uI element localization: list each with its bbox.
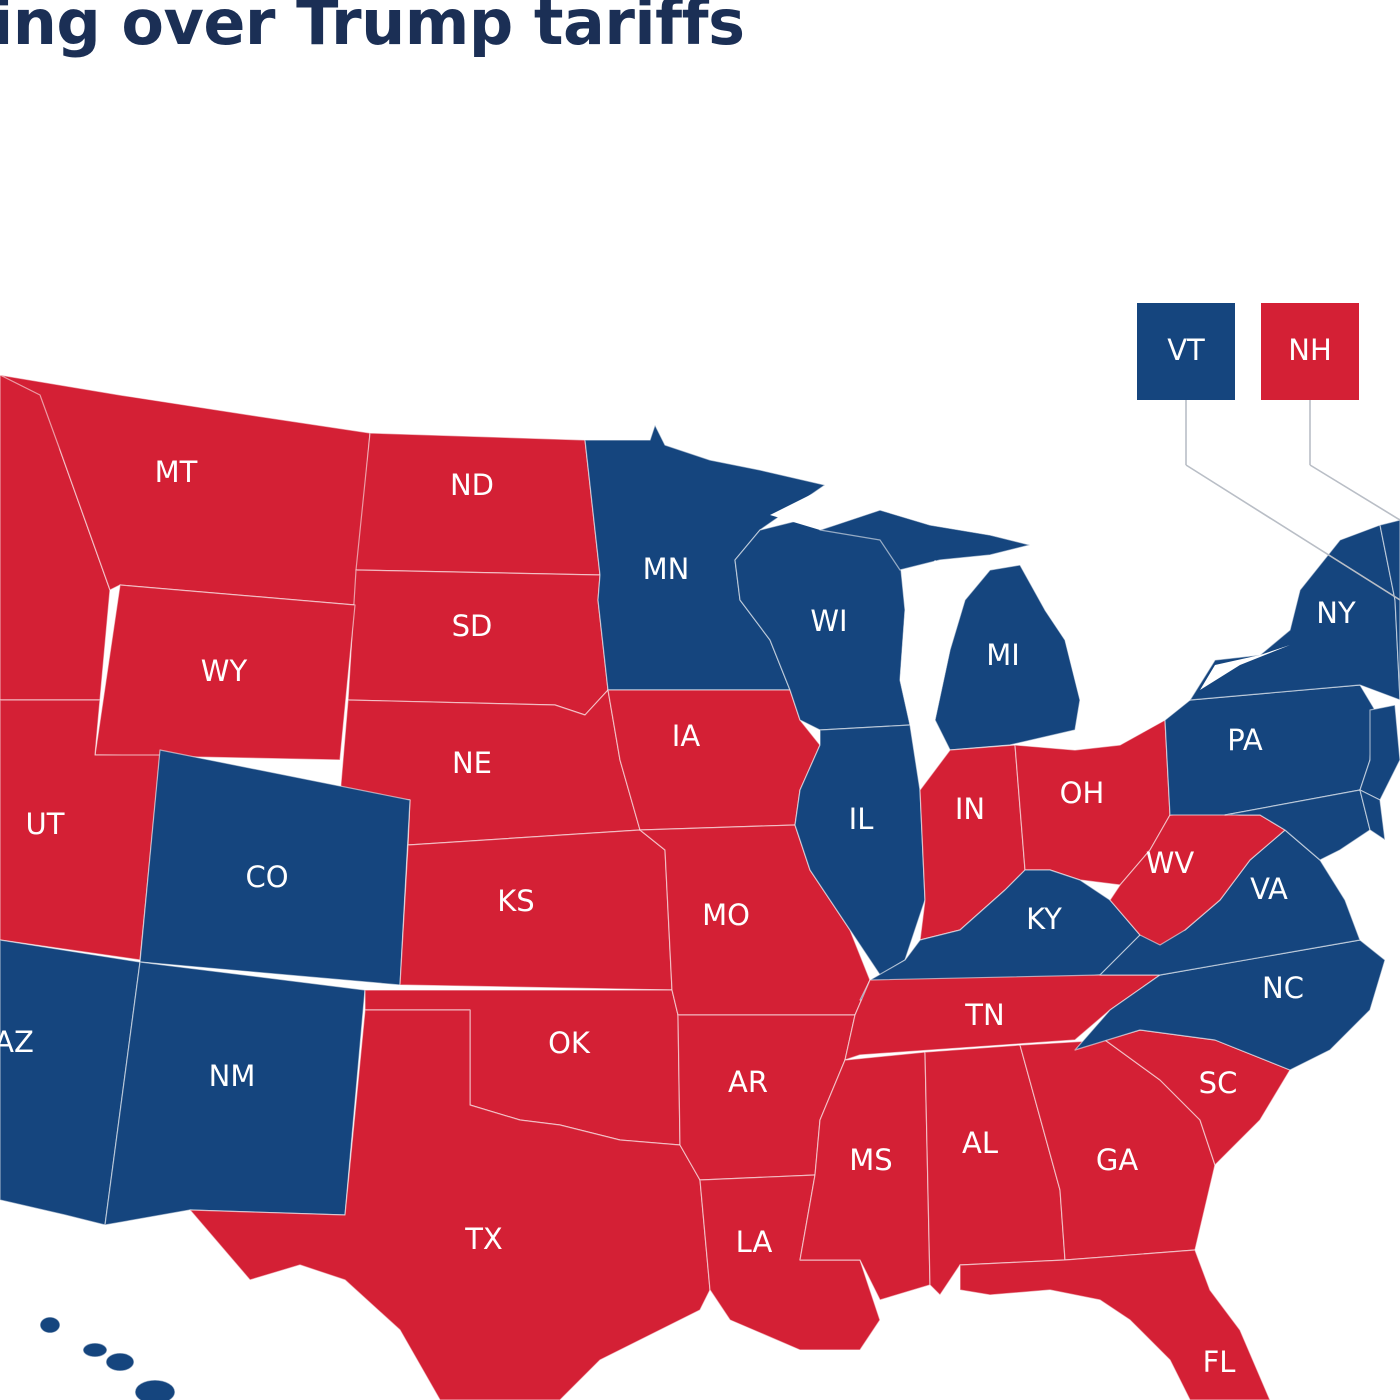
callout-label-vt: VT	[1167, 333, 1205, 367]
state-NY[interactable]	[1189, 524, 1400, 701]
label-WY: WY	[201, 654, 248, 688]
lake-erie	[1080, 700, 1190, 745]
state-ND[interactable]	[355, 432, 601, 576]
state-DE[interactable]	[1359, 789, 1386, 841]
label-ND: ND	[450, 468, 494, 502]
label-NE: NE	[452, 746, 492, 780]
label-OH: OH	[1060, 776, 1105, 810]
label-SD: SD	[452, 609, 493, 643]
label-GA: GA	[1096, 1143, 1138, 1177]
state-FL[interactable]	[959, 1249, 1271, 1400]
state-KS[interactable]	[399, 829, 673, 991]
state-IL[interactable]	[794, 724, 926, 976]
callout-label-nh: NH	[1288, 333, 1332, 367]
label-IN: IN	[955, 792, 985, 826]
label-FL: FL	[1203, 1345, 1236, 1379]
label-MO: MO	[702, 898, 750, 932]
callout-line-nh-2	[1309, 464, 1400, 521]
lake-huron	[1040, 560, 1120, 700]
label-NM: NM	[209, 1059, 256, 1093]
label-LA: LA	[736, 1225, 773, 1259]
state-IA[interactable]	[607, 689, 821, 831]
callout-box-nh[interactable]	[1261, 303, 1359, 400]
state-WY[interactable]	[94, 584, 356, 761]
label-KY: KY	[1026, 902, 1062, 936]
state-New_England[interactable]	[1379, 519, 1400, 701]
callout-box-vt[interactable]	[1137, 303, 1235, 400]
label-WI: WI	[810, 604, 847, 638]
label-OK: OK	[548, 1026, 591, 1060]
label-KS: KS	[497, 884, 534, 918]
label-AR: AR	[728, 1065, 768, 1099]
state-AZ[interactable]	[0, 939, 141, 1226]
label-TN: TN	[964, 998, 1004, 1032]
lake-superior	[770, 470, 1035, 545]
state-HI-group	[39, 1316, 176, 1400]
state-NC[interactable]	[1074, 939, 1386, 1071]
label-SC: SC	[1199, 1066, 1238, 1100]
lake-michigan	[900, 560, 955, 760]
label-MT: MT	[155, 455, 198, 489]
label-MS: MS	[849, 1143, 892, 1177]
label-MN: MN	[643, 552, 690, 586]
map-headline: ing over Trump tariffs	[0, 0, 745, 59]
state-HI-4[interactable]	[134, 1379, 176, 1400]
label-MI: MI	[986, 638, 1020, 672]
state-HI-2[interactable]	[82, 1342, 108, 1358]
state-HI-3[interactable]	[105, 1352, 135, 1372]
callout-line-vt-2	[1185, 464, 1400, 601]
label-AZ: AZ	[0, 1025, 34, 1059]
state-KY[interactable]	[859, 869, 1141, 1001]
label-IA: IA	[672, 719, 701, 753]
label-VA: VA	[1250, 872, 1288, 906]
label-TX: TX	[464, 1222, 503, 1256]
label-NC: NC	[1262, 971, 1304, 1005]
state-HI-1[interactable]	[39, 1316, 61, 1334]
label-IL: IL	[849, 802, 874, 836]
label-CO: CO	[245, 860, 288, 894]
label-UT: UT	[26, 807, 65, 841]
label-PA: PA	[1227, 723, 1263, 757]
state-NM[interactable]	[104, 961, 366, 1226]
label-WV: WV	[1146, 846, 1195, 880]
label-NY: NY	[1316, 596, 1356, 630]
label-AL: AL	[962, 1126, 998, 1160]
lake-ontario	[1200, 645, 1290, 690]
state-TX[interactable]	[189, 1009, 711, 1400]
